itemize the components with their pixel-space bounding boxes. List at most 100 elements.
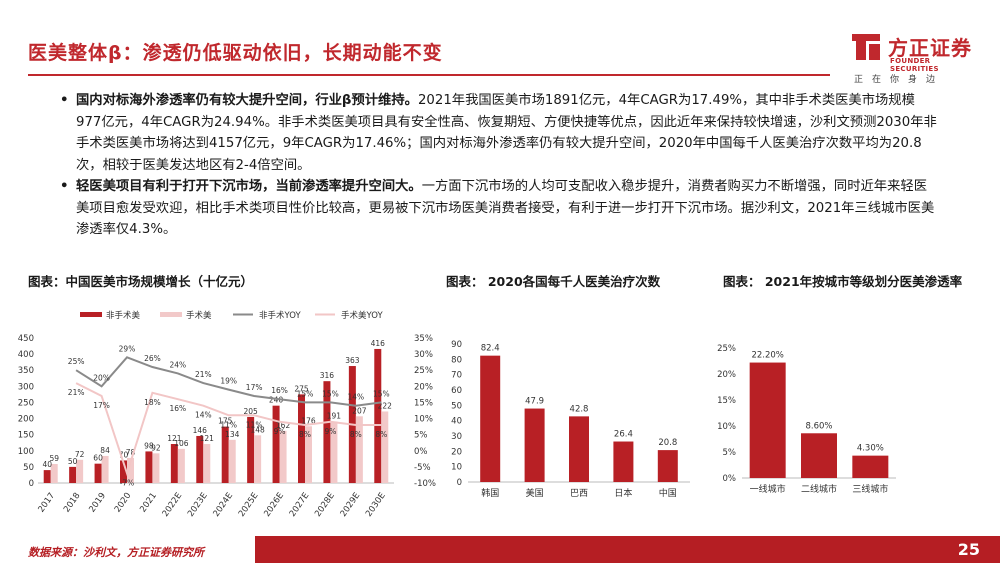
line-value-label: 17% bbox=[246, 383, 263, 392]
y-tick-label: 40 bbox=[451, 417, 462, 427]
x-tick-label: 韩国 bbox=[481, 487, 499, 499]
x-tick-label: 美国 bbox=[526, 487, 544, 499]
bullet-lead: 轻医美项目有利于打开下沉市场，当前渗透率提升空间大。 bbox=[76, 179, 422, 194]
y-tick-label: 20% bbox=[717, 370, 736, 380]
bar-value-label: 47.9 bbox=[525, 397, 544, 407]
bar-value-label: 50 bbox=[68, 457, 78, 466]
bar-value-label: 205 bbox=[243, 407, 258, 416]
line-value-label: 25% bbox=[68, 357, 85, 366]
x-tick-label: 巴西 bbox=[570, 488, 588, 499]
y-left-tick-label: 350 bbox=[18, 366, 34, 376]
x-tick-label: 2024E bbox=[211, 491, 235, 519]
y-left-tick-label: 300 bbox=[18, 382, 34, 392]
y-left-tick-label: 200 bbox=[18, 415, 34, 425]
bullet-text: 一方面下沉市场的人均可支配收入稳步提升，消费者购买力不断增强，同时近年来轻医美项… bbox=[76, 179, 935, 237]
bar-value-label: 162 bbox=[276, 421, 291, 430]
line-value-label: 26% bbox=[144, 354, 161, 363]
bar-surgical bbox=[228, 439, 236, 483]
y-left-tick-label: 150 bbox=[18, 431, 34, 441]
bar-value-label: 106 bbox=[174, 439, 189, 448]
y-tick-label: 5% bbox=[723, 448, 737, 458]
line-value-label: 19% bbox=[220, 377, 237, 386]
logo-name-en: FOUNDER SECURITIES bbox=[890, 57, 939, 73]
line-value-label: 14% bbox=[195, 411, 212, 420]
bar-surgical bbox=[279, 430, 287, 483]
x-tick-label: 一线城市 bbox=[750, 483, 786, 495]
line-value-label: 15% bbox=[297, 389, 314, 398]
y-right-tick-label: 30% bbox=[414, 350, 433, 360]
header-rule bbox=[28, 74, 830, 76]
footer-source-area: 数据来源：沙利文，方正证券研究所 bbox=[0, 536, 255, 563]
bar-non-surgical bbox=[196, 435, 204, 483]
bar bbox=[524, 408, 545, 482]
y-tick-label: 10% bbox=[717, 422, 736, 432]
bar-non-surgical bbox=[69, 466, 77, 483]
line-value-label: 8% bbox=[375, 430, 387, 439]
y-right-tick-label: 10% bbox=[414, 415, 433, 425]
line-value-label: 16% bbox=[170, 404, 187, 413]
bar-value-label: 59 bbox=[49, 454, 59, 463]
bar-value-label: 121 bbox=[167, 434, 182, 443]
bar-value-label: 70 bbox=[119, 450, 129, 459]
legend-swatch bbox=[160, 312, 182, 317]
y-tick-label: 0% bbox=[723, 474, 737, 484]
legend-label: 非手术YOY bbox=[259, 310, 301, 321]
x-tick-label: 2028E bbox=[313, 491, 337, 519]
y-tick-label: 25% bbox=[717, 344, 736, 354]
line-non-surgical-yoy bbox=[75, 356, 382, 407]
bar-non-surgical bbox=[298, 394, 305, 483]
y-right-tick-label: 20% bbox=[414, 382, 433, 392]
bar-value-label: 84 bbox=[100, 446, 110, 455]
y-left-tick-label: 450 bbox=[18, 334, 34, 344]
y-right-tick-label: 25% bbox=[414, 366, 433, 376]
bullet-item: • 轻医美项目有利于打开下沉市场，当前渗透率提升空间大。一方面下沉市场的人均可支… bbox=[60, 176, 940, 241]
bar-non-surgical bbox=[120, 460, 127, 483]
market-size-chart: 非手术美 手术美 非手术YOY 手术美YOY 0 50 100 150 200 250 300 350… bbox=[18, 310, 436, 519]
x-tick-label: 2019 bbox=[87, 491, 108, 514]
bullet-list: • 国内对标海外渗透率仍有较大提升空间，行业β预计维持。2021年我国医美市场1… bbox=[60, 90, 940, 241]
bar-non-surgical bbox=[170, 444, 178, 483]
line-value-label: 14% bbox=[348, 393, 365, 402]
bar-value-label: 72 bbox=[75, 450, 85, 459]
chart-title-penetration: 图表： 2021年按城市等级划分医美渗透率 bbox=[723, 274, 963, 289]
legend-label: 手术美YOY bbox=[341, 310, 383, 321]
bar-value-label: 148 bbox=[250, 425, 265, 434]
bullet-dot-icon: • bbox=[60, 179, 69, 194]
x-tick-label: 日本 bbox=[614, 487, 632, 499]
bar-surgical bbox=[50, 463, 58, 483]
logo-slogan: 正在你身边 bbox=[854, 75, 945, 85]
y-right-tick-label: 5% bbox=[414, 431, 428, 441]
y-tick-label: 20 bbox=[451, 447, 462, 457]
y-right-tick-label: 15% bbox=[414, 398, 433, 408]
bar-value-label: 82.4 bbox=[481, 344, 500, 354]
bar-value-label: 416 bbox=[371, 339, 386, 348]
bullet-dot-icon: • bbox=[60, 93, 69, 108]
bar-surgical bbox=[76, 459, 84, 483]
bar bbox=[852, 455, 889, 478]
bar-non-surgical bbox=[145, 451, 153, 483]
bullet-item: • 国内对标海外渗透率仍有较大提升空间，行业β预计维持。2021年我国医美市场1… bbox=[60, 90, 940, 176]
bar-value-label: 275 bbox=[294, 384, 309, 393]
logo-mark-icon bbox=[852, 34, 880, 60]
bar-value-label: 92 bbox=[151, 443, 161, 452]
y-left-tick-label: 100 bbox=[18, 447, 34, 457]
per-thousand-chart: 0 10 20 30 40 50 60 70 80 90 82.4 韩国 47.9 美国 42.8 巴西 26.… bbox=[451, 340, 690, 499]
bar-value-label: 42.8 bbox=[570, 404, 589, 414]
bar-surgical bbox=[254, 435, 262, 483]
bar-non-surgical bbox=[247, 416, 255, 483]
chart-title-per-thousand: 图表： 2020各国每千人医美治疗次数 bbox=[446, 274, 661, 289]
bar-value-label: 316 bbox=[320, 371, 335, 380]
bullet-text: 2021年我国医美市场1891亿元，4年CAGR为17.49%，其中非手术类医美… bbox=[76, 93, 937, 173]
bar-value-label: 121 bbox=[200, 434, 215, 443]
bar-non-surgical bbox=[221, 426, 229, 483]
y-tick-label: 15% bbox=[717, 396, 736, 406]
y-right-tick-label: -5% bbox=[414, 463, 431, 473]
bar-surgical bbox=[127, 457, 134, 483]
y-left-tick-label: 0 bbox=[29, 479, 34, 489]
legend-label: 非手术美 bbox=[106, 310, 141, 321]
line-value-label: 11% bbox=[220, 420, 237, 429]
y-tick-label: 0 bbox=[457, 478, 462, 488]
y-tick-label: 10 bbox=[451, 463, 462, 473]
bar-value-label: 78 bbox=[126, 448, 136, 457]
bar-value-label: 175 bbox=[218, 417, 233, 426]
